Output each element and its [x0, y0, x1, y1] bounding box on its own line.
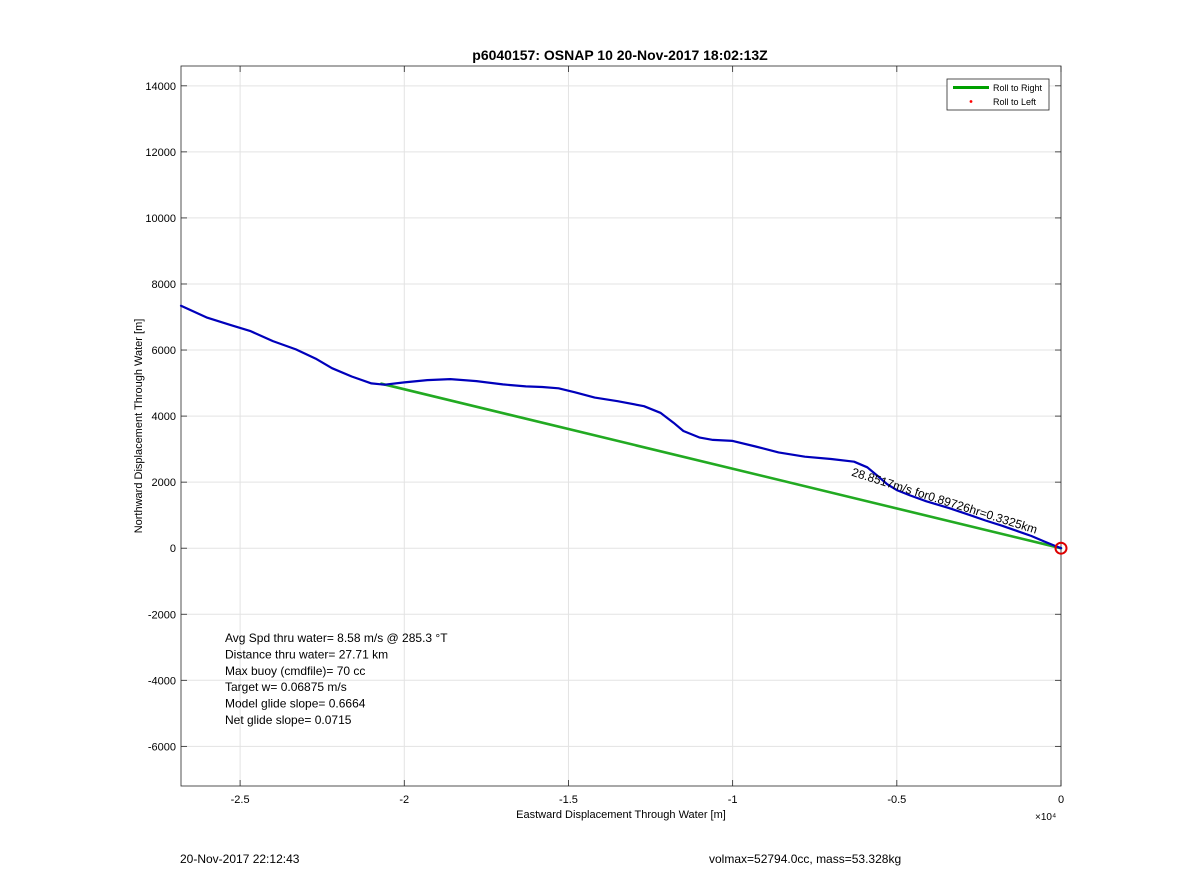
- marker-layer: [1054, 541, 1068, 555]
- x-tick-label: -2.5: [231, 794, 250, 806]
- y-tick-label: -6000: [148, 741, 176, 753]
- x-axis-label: Eastward Displacement Through Water [m]: [516, 809, 726, 821]
- stats-line: Net glide slope= 0.0715: [225, 713, 352, 727]
- x-tick-label: 0: [1058, 794, 1064, 806]
- stats-line: Max buoy (cmdfile)= 70 cc: [225, 664, 365, 678]
- legend: Roll to Right Roll to Left: [946, 78, 1050, 111]
- y-tick-label: 12000: [145, 147, 176, 159]
- chart-title: p6040157: OSNAP 10 20-Nov-2017 18:02:13Z: [472, 47, 768, 63]
- y-tick-label: -2000: [148, 609, 176, 621]
- y-tick-label: 2000: [152, 477, 176, 489]
- footer-volmax-mass: volmax=52794.0cc, mass=53.328kg: [709, 852, 902, 866]
- x-tick-label: -0.5: [887, 794, 906, 806]
- y-tick-label: 8000: [152, 279, 176, 291]
- y-tick-label: 0: [170, 543, 176, 555]
- track-annotation: 28.8517m/s for0.89726hr=0.3325km: [850, 465, 1039, 537]
- plot-area-frame: [180, 65, 1062, 787]
- grid: [181, 66, 1062, 786]
- x-tick-label: -1.5: [559, 794, 578, 806]
- y-tick-label: 10000: [145, 213, 176, 225]
- x-tick-label: -1: [728, 794, 738, 806]
- y-axis-label: Northward Displacement Through Water [m]: [133, 319, 145, 534]
- stats-line: Model glide slope= 0.6664: [225, 697, 366, 711]
- y-tick-label: 6000: [152, 345, 176, 357]
- glider-track-line: [179, 304, 1063, 550]
- legend-roll-right-label: Roll to Right: [993, 83, 1043, 93]
- x-tick-label: -2: [399, 794, 409, 806]
- series-layer: [179, 304, 1063, 550]
- roll-right-heading-line: [379, 382, 1063, 550]
- y-tick-label: 4000: [152, 411, 176, 423]
- y-tick-label: 14000: [145, 81, 176, 93]
- legend-roll-left-swatch: [969, 100, 973, 103]
- x-tick-labels: -2.5 -2 -1.5 -1 -0.5 0: [231, 794, 1064, 806]
- origin-marker: [1054, 541, 1068, 555]
- legend-roll-left-label: Roll to Left: [993, 97, 1037, 107]
- y-tick-label: -4000: [148, 675, 176, 687]
- stats-line: Distance thru water= 27.71 km: [225, 647, 388, 661]
- footer-timestamp: 20-Nov-2017 22:12:43: [180, 852, 300, 866]
- stats-block: Avg Spd thru water= 8.58 m/s @ 285.3 °T D…: [225, 631, 448, 727]
- stats-line: Avg Spd thru water= 8.58 m/s @ 285.3 °T: [225, 631, 448, 645]
- stats-line: Target w= 0.06875 m/s: [225, 680, 347, 694]
- x-exponent-label: ×10⁴: [1035, 812, 1056, 823]
- legend-box: [946, 78, 1050, 111]
- y-tick-labels: -6000 -4000 -2000 0 2000 4000 6000 8000 10000 120…: [145, 81, 176, 754]
- axis-ticks: [181, 66, 1062, 786]
